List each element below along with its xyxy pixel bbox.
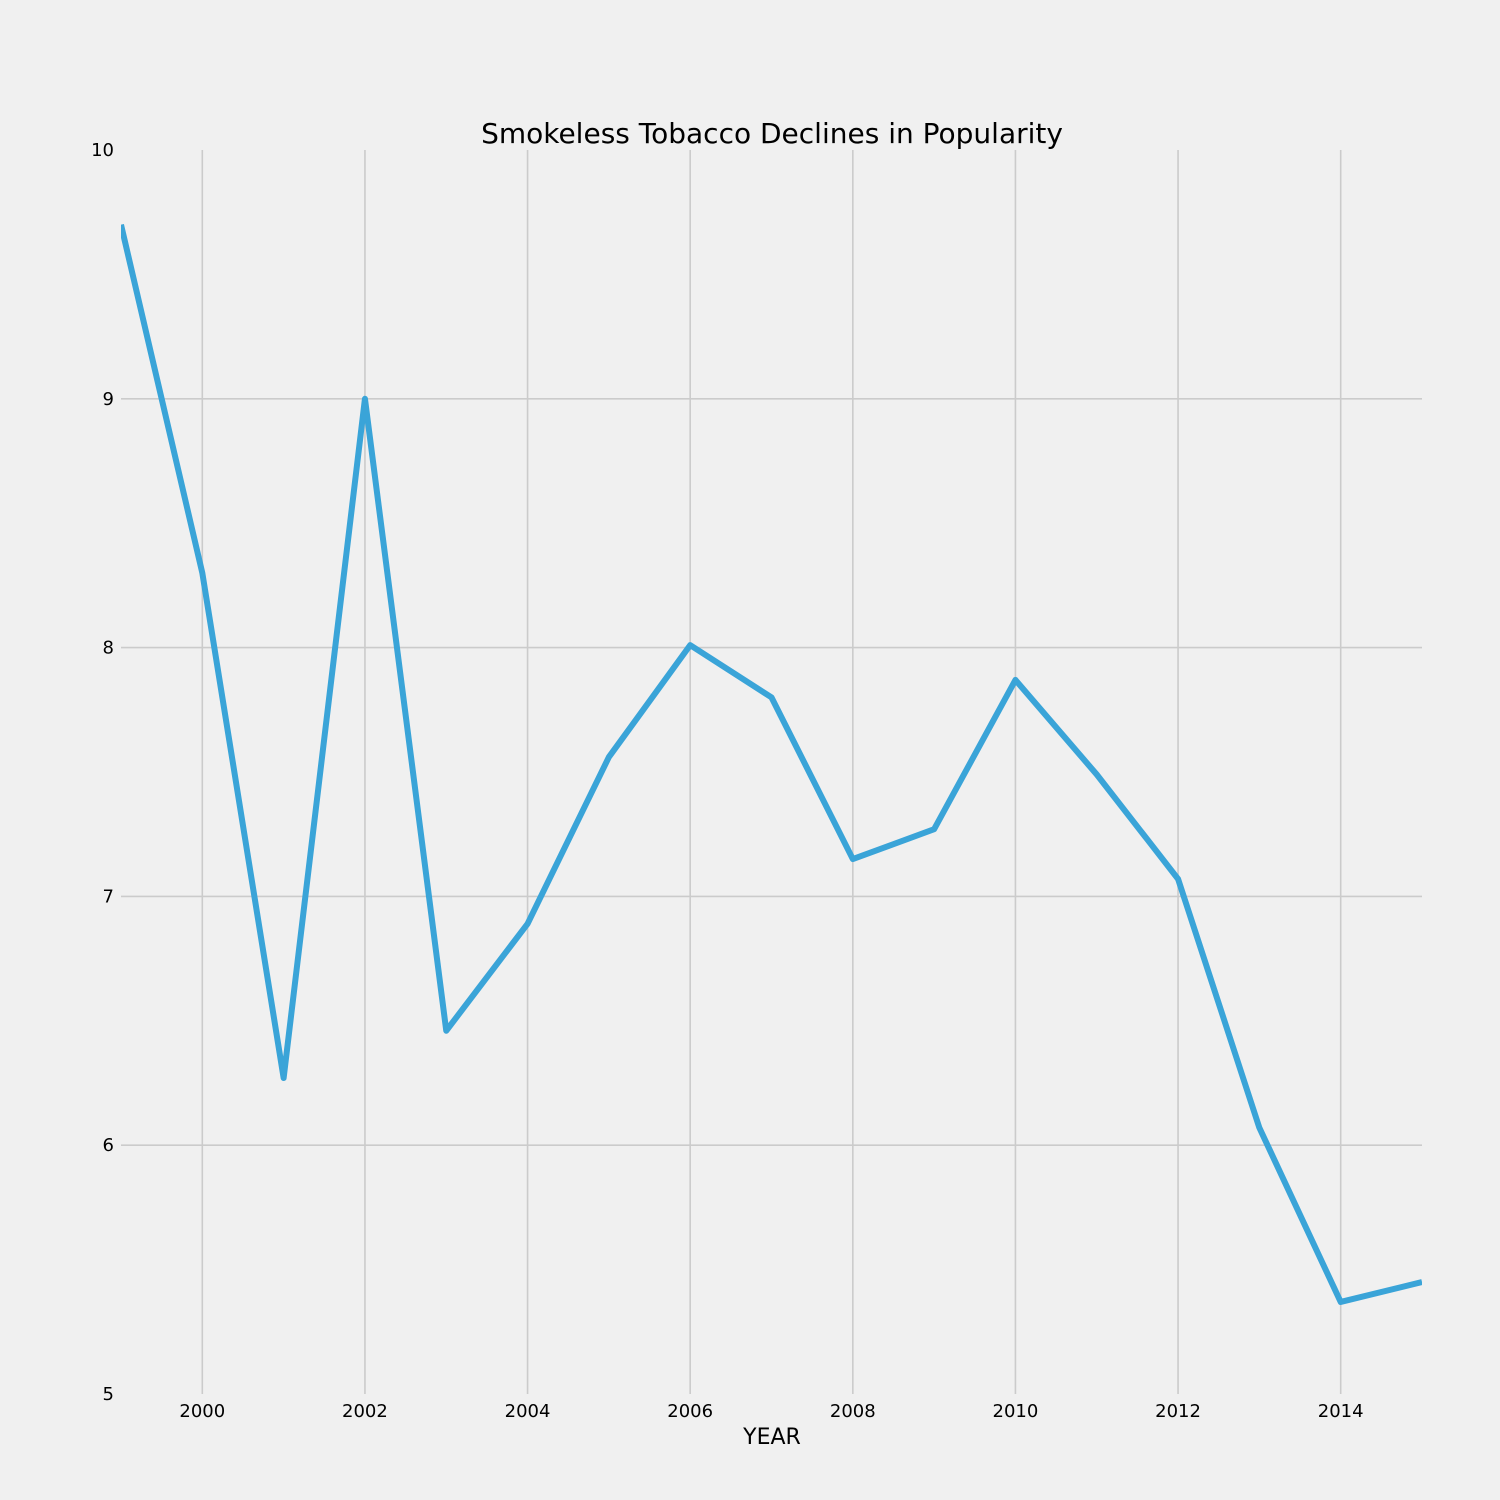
- y-tick-label: 7: [103, 886, 114, 907]
- x-tick-label: 2010: [993, 1401, 1039, 1422]
- y-tick-label: 5: [103, 1384, 114, 1405]
- x-tick-label: 2006: [667, 1401, 713, 1422]
- tick-layer: 2000 2002 2004 2006 2008 2010 2012 2014 5 6 7 8 9 10: [91, 140, 1364, 1422]
- y-tick-label: 8: [103, 638, 114, 659]
- y-tick-label: 6: [103, 1135, 114, 1156]
- chart-title: Smokeless Tobacco Declines in Popularity: [481, 117, 1063, 150]
- y-tick-label: 10: [91, 140, 114, 161]
- x-tick-label: 2008: [830, 1401, 876, 1422]
- grid-layer: [121, 150, 1422, 1394]
- x-tick-label: 2014: [1318, 1401, 1364, 1422]
- x-axis-label: YEAR: [742, 1425, 801, 1450]
- series-layer: [121, 223, 1422, 1305]
- x-tick-label: 2012: [1155, 1401, 1201, 1422]
- x-tick-label: 2004: [505, 1401, 551, 1422]
- y-tick-label: 9: [103, 389, 114, 410]
- series-line: [121, 223, 1422, 1305]
- x-tick-label: 2000: [179, 1401, 225, 1422]
- x-tick-label: 2002: [342, 1401, 388, 1422]
